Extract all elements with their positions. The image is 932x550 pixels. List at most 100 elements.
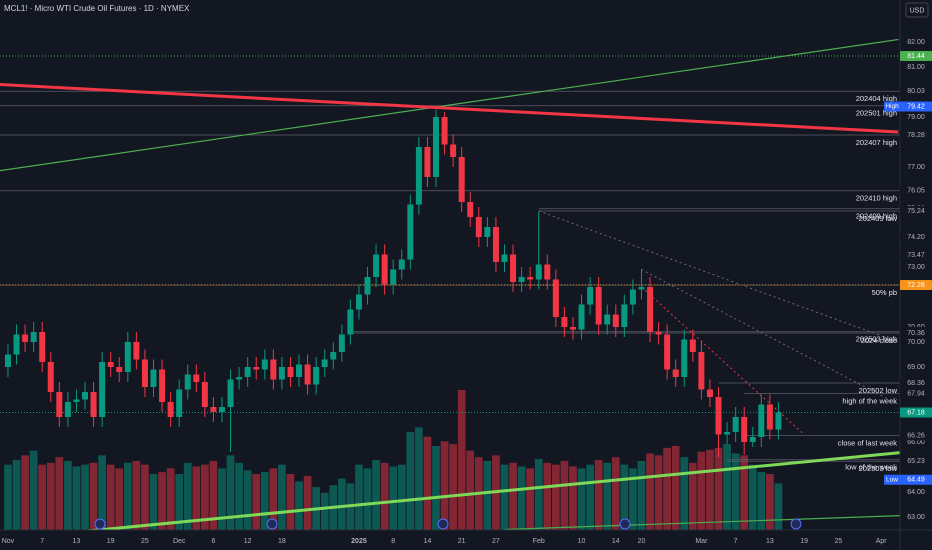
candle-body <box>450 144 457 157</box>
level-label: 202502 low <box>859 386 898 395</box>
level-label: 202409 high <box>856 212 897 221</box>
event-icons <box>94 518 802 530</box>
volume-bar <box>706 449 714 530</box>
trendline <box>504 515 900 530</box>
price-tag <box>900 456 932 467</box>
y-tick-label: 64.00 <box>907 489 925 496</box>
volume-bar <box>218 468 226 530</box>
volume-bar <box>158 472 166 530</box>
candle-body <box>193 374 200 382</box>
volume-bar <box>183 462 192 530</box>
price-tag-title: High <box>885 103 899 110</box>
x-tick-label: 2025 <box>351 538 367 545</box>
volume-bar <box>534 459 543 530</box>
volume-bar <box>389 466 398 530</box>
price-tag <box>900 101 932 112</box>
y-tick-label: 77.00 <box>907 164 925 171</box>
candle-body <box>381 254 388 285</box>
candle-body <box>544 264 551 280</box>
y-tick-label: 82.00 <box>907 39 925 46</box>
level-label: 50% pb <box>872 288 897 297</box>
candle-body <box>30 332 37 342</box>
volume-bar <box>594 460 603 530</box>
price-tag <box>900 250 932 261</box>
level-label: high of the week <box>842 396 897 405</box>
volume-bar <box>748 464 757 530</box>
candle-body <box>141 359 148 387</box>
volume-bar <box>432 446 440 530</box>
candle-body <box>313 367 320 385</box>
volume-bar <box>252 474 261 530</box>
price-tag <box>900 378 932 388</box>
x-tick-label: Mar <box>695 538 708 545</box>
candle-body <box>201 382 208 407</box>
price-tag-label: 79.42 <box>907 103 925 110</box>
candle-body <box>244 367 251 377</box>
level-label: 202404 high <box>856 94 897 103</box>
x-tick-label: 13 <box>73 538 81 545</box>
volume-bar <box>166 468 175 530</box>
trendline <box>82 451 900 530</box>
candle-body <box>321 359 328 367</box>
volume-bar <box>663 447 671 530</box>
volume-bar <box>98 455 106 530</box>
candle-body <box>706 389 713 397</box>
candle-body <box>415 147 422 205</box>
price-tag <box>900 430 932 441</box>
volume-bar <box>337 478 346 530</box>
currency-box[interactable] <box>905 2 929 18</box>
volume-bar <box>278 464 286 530</box>
candle-body <box>278 367 285 380</box>
candle-body <box>552 279 559 317</box>
volume-bar <box>123 462 132 530</box>
candle-body <box>116 367 123 372</box>
x-tick-label: 13 <box>766 538 774 545</box>
level-label: 202503 low <box>859 464 898 473</box>
x-tick-label: 21 <box>458 538 466 545</box>
candle-body <box>150 369 157 387</box>
volume-bar <box>38 464 47 530</box>
volume-bar <box>569 466 577 530</box>
price-tag-label: 67.94 <box>907 390 925 397</box>
candle-body <box>398 259 405 270</box>
level-label: 202409 low <box>859 214 898 223</box>
candle-body <box>629 289 636 305</box>
x-tick-label: Nov <box>2 538 15 545</box>
candle-body <box>535 264 542 280</box>
level-label: close of last week <box>838 438 897 447</box>
volume-bar <box>766 474 774 530</box>
price-tag <box>900 51 932 61</box>
volume-bar <box>72 466 81 530</box>
currency[interactable]: USD <box>910 7 925 14</box>
chart-title: MCL1! · Micro WTI Crude Oil Futures · 1D… <box>4 4 190 13</box>
candle-body <box>510 254 517 282</box>
candle-body <box>227 379 234 407</box>
candle-body <box>218 407 225 412</box>
volume-bar <box>603 462 612 530</box>
candle-body <box>210 407 217 412</box>
volume-bar <box>243 470 252 530</box>
axis-layer: 82.00 81.00 79.00 77.00 73.00 70.00 69.00 66.00… <box>2 39 932 545</box>
candle-body <box>569 327 576 330</box>
candle-body <box>167 402 174 417</box>
x-tick-label: 6 <box>211 538 215 545</box>
volume-bar <box>646 453 654 530</box>
trendline <box>641 269 899 405</box>
candle-body <box>612 314 619 327</box>
x-tick-label: 7 <box>40 538 44 545</box>
volume-bar <box>757 472 766 530</box>
candle-body <box>22 334 29 342</box>
level-label: 202501 high <box>856 109 897 118</box>
candle-body <box>681 339 688 377</box>
candle-body <box>689 339 696 352</box>
price-tag-title-box <box>884 474 900 485</box>
candle-body <box>595 287 602 325</box>
volume-bar <box>406 432 415 530</box>
price-tag <box>900 328 932 338</box>
volume-bar <box>714 447 723 530</box>
volume-bar <box>415 427 423 530</box>
candle-body <box>373 254 380 277</box>
volume-bar <box>500 464 509 530</box>
volume-bar <box>380 462 389 530</box>
y-tick-label: 73.00 <box>907 264 925 271</box>
